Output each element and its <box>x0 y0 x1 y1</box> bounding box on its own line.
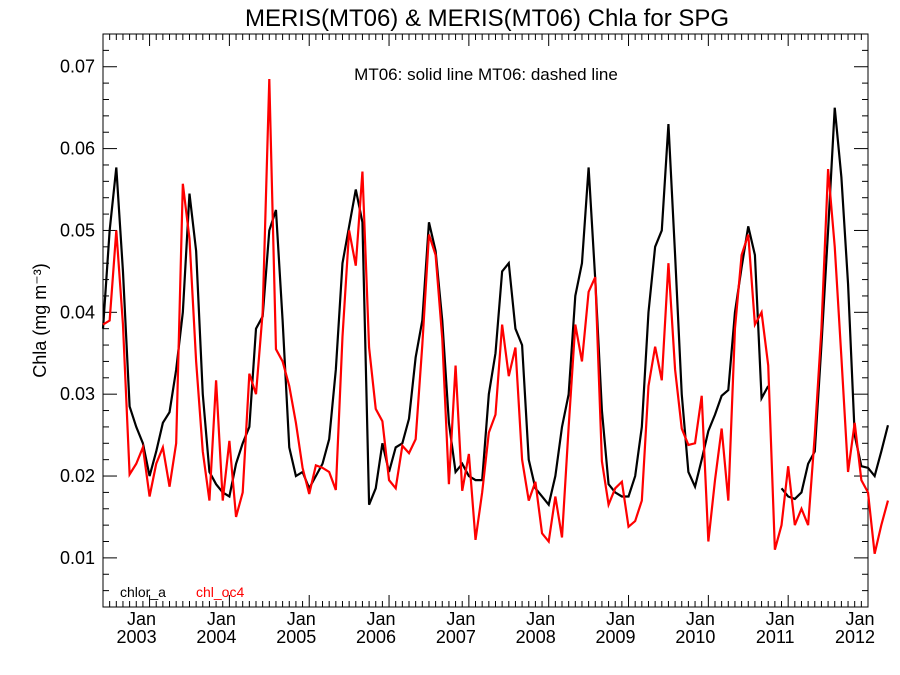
x-tick-label-year: 2012 <box>835 627 875 647</box>
x-tick-label-month: Jan <box>367 609 396 629</box>
x-tick-label-year: 2005 <box>276 627 316 647</box>
x-tick-label-month: Jan <box>207 609 236 629</box>
y-tick-label: 0.04 <box>60 302 95 322</box>
series-line-chl-oc4 <box>102 78 890 555</box>
line-style-note: MT06: solid line MT06: dashed line <box>354 65 618 84</box>
legend-entry-chlor-a: chlor_a <box>120 584 166 600</box>
x-tick-label-month: Jan <box>845 609 874 629</box>
series-line-chlor-a <box>101 123 770 508</box>
legend-entry-chl-oc4: chl_oc4 <box>196 584 244 600</box>
y-tick-label: 0.05 <box>60 220 95 240</box>
series-layer <box>101 78 890 555</box>
y-tick-label: 0.06 <box>60 139 95 159</box>
x-tick-label-month: Jan <box>526 609 555 629</box>
x-tick-label-year: 2011 <box>756 627 795 647</box>
x-tick-label-year: 2006 <box>356 627 396 647</box>
y-axis: 0.01 0.02 0.03 0.04 0.05 0.06 0.07 <box>60 33 868 608</box>
x-tick-label-year: 2003 <box>117 627 157 647</box>
x-tick-label-month: Jan <box>446 609 475 629</box>
x-tick-label-month: Jan <box>606 609 635 629</box>
x-tick-label-year: 2008 <box>516 627 556 647</box>
y-axis-label: Chla (mg m⁻³) <box>30 263 50 378</box>
x-tick-label-month: Jan <box>287 609 316 629</box>
y-tick-label: 0.03 <box>60 384 95 404</box>
x-tick-label-month: Jan <box>127 609 156 629</box>
x-tick-label-year: 2004 <box>196 627 236 647</box>
x-tick-label-month: Jan <box>686 609 715 629</box>
series-line-chlor-a <box>780 107 890 501</box>
chart-title: MERIS(MT06) & MERIS(MT06) Chla for SPG <box>245 5 729 32</box>
x-axis: Jan2003Jan2004Jan2005Jan2006Jan2007Jan20… <box>102 34 875 647</box>
y-tick-label: 0.02 <box>60 466 95 486</box>
x-tick-label-month: Jan <box>766 609 795 629</box>
y-tick-label: 0.01 <box>60 548 95 568</box>
x-tick-label-year: 2007 <box>436 627 476 647</box>
x-tick-label-year: 2010 <box>675 627 715 647</box>
y-tick-label: 0.07 <box>60 57 95 77</box>
x-tick-label-year: 2009 <box>595 627 635 647</box>
plot-frame <box>102 33 869 608</box>
